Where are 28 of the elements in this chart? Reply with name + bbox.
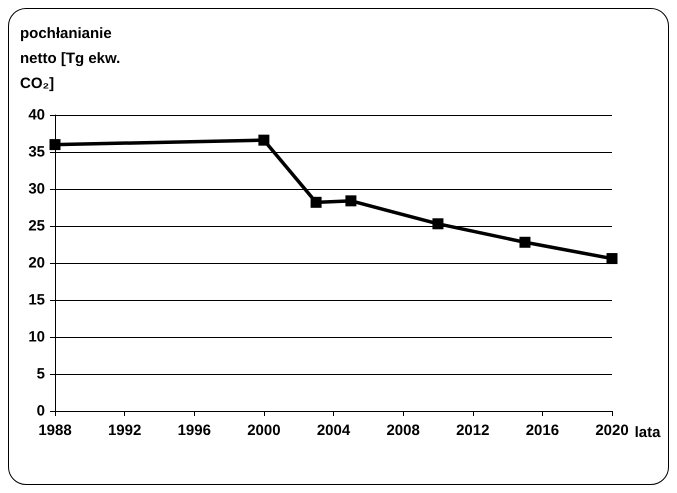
- y-tick-label: 20: [28, 254, 45, 272]
- x-tick-label: 1988: [38, 422, 72, 439]
- y-tick-label: 40: [28, 106, 45, 124]
- point: [606, 253, 618, 264]
- y-tick-label: 10: [28, 328, 45, 346]
- x-tick-label: 2008: [386, 422, 420, 439]
- x-axis-title: lata: [634, 424, 662, 441]
- x-tick-label: 2012: [456, 422, 490, 439]
- x-tick-label: 2000: [247, 422, 281, 439]
- x-tick-label: 1996: [178, 422, 211, 439]
- y-tick-label: 25: [28, 218, 45, 234]
- x-tick-label: 2020: [595, 422, 629, 439]
- y-tick-label: 30: [28, 180, 45, 198]
- point: [519, 236, 530, 248]
- y-tick-label: 15: [28, 292, 45, 308]
- point: [258, 134, 270, 146]
- point: [310, 196, 322, 208]
- x-tick-label: 2016: [526, 422, 560, 439]
- y-axis-title: pochłanianie netto [Tg ekw. CO₂]: [20, 25, 124, 92]
- y-tick-label: 0: [36, 402, 45, 420]
- point: [50, 139, 60, 150]
- rounded-frame: pochłanianie netto [Tg ekw. CO₂] lata 0 5 10 15 20 25 30 35 40 1988 1992 1996 2000 2004 2008 2012 2016 2020: [8, 8, 669, 485]
- point: [345, 195, 356, 206]
- x-tick-label: 2004: [316, 422, 351, 439]
- y-tick-label: 5: [36, 366, 45, 382]
- x-tick-label: 1992: [108, 422, 142, 439]
- point: [432, 218, 444, 230]
- y-tick-label: 35: [28, 144, 45, 160]
